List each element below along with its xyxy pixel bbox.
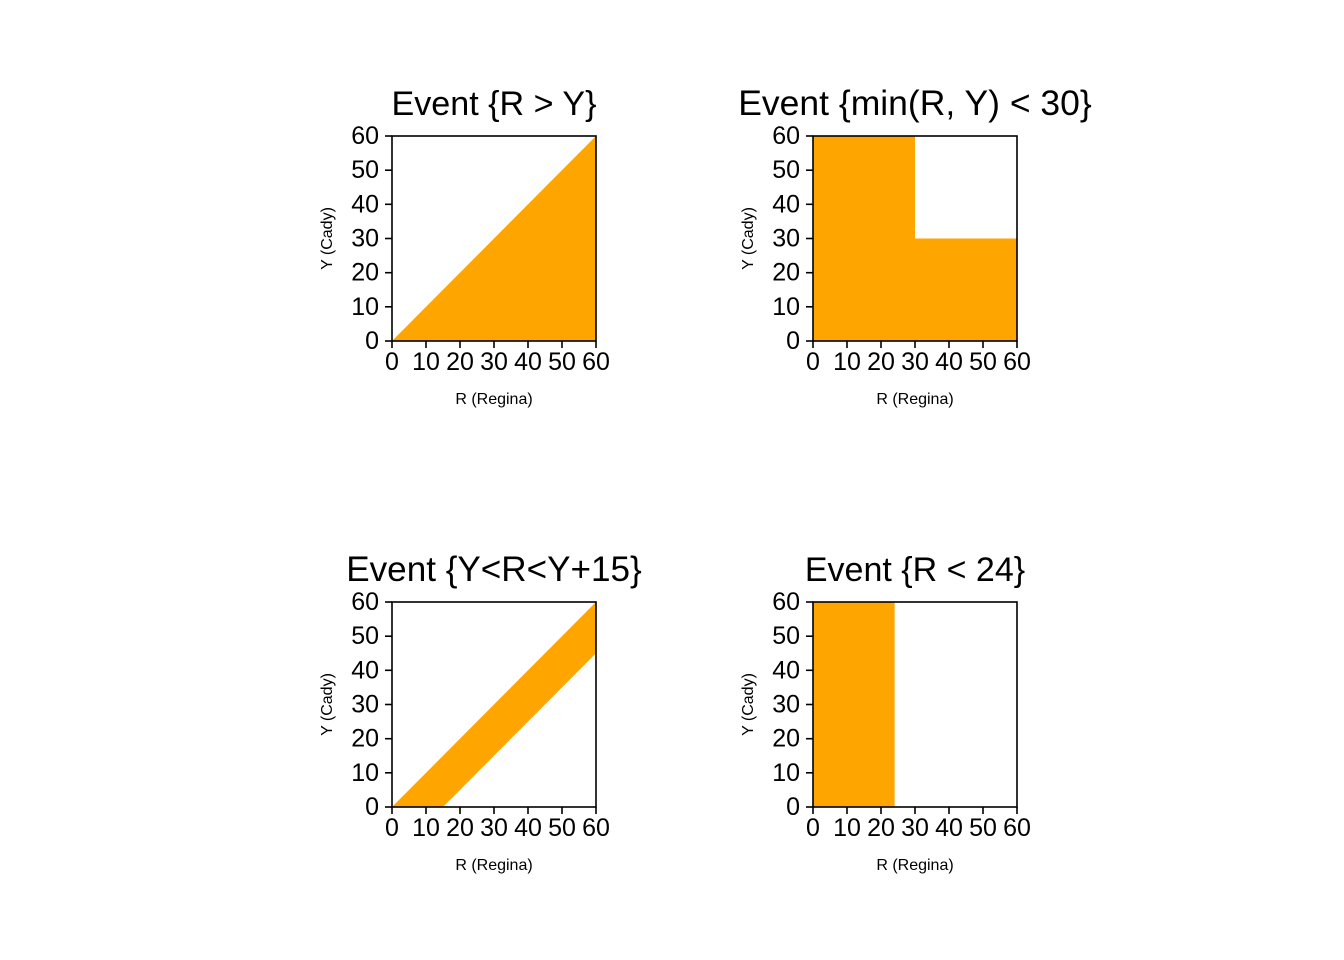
svg-text:20: 20	[351, 259, 379, 287]
svg-text:R (Regina): R (Regina)	[876, 857, 953, 874]
svg-text:30: 30	[772, 691, 800, 719]
svg-text:50: 50	[548, 814, 576, 842]
svg-text:60: 60	[582, 348, 610, 376]
svg-text:20: 20	[867, 348, 895, 376]
svg-text:R (Regina): R (Regina)	[455, 391, 532, 408]
svg-text:50: 50	[548, 348, 576, 376]
svg-text:50: 50	[351, 156, 379, 184]
svg-text:40: 40	[514, 348, 542, 376]
svg-text:Y (Cady): Y (Cady)	[740, 207, 757, 270]
svg-text:0: 0	[786, 327, 800, 355]
svg-text:0: 0	[385, 348, 399, 376]
svg-text:40: 40	[351, 656, 379, 684]
svg-text:20: 20	[772, 725, 800, 753]
svg-text:Y (Cady): Y (Cady)	[319, 673, 336, 736]
svg-text:40: 40	[351, 190, 379, 218]
svg-text:10: 10	[833, 348, 861, 376]
svg-text:Y (Cady): Y (Cady)	[319, 207, 336, 270]
svg-text:0: 0	[365, 793, 379, 821]
svg-text:60: 60	[1003, 348, 1031, 376]
svg-text:10: 10	[351, 293, 379, 321]
svg-text:30: 30	[772, 225, 800, 253]
svg-text:10: 10	[772, 759, 800, 787]
svg-text:Event {Y<R<Y+15}: Event {Y<R<Y+15}	[346, 550, 642, 589]
svg-text:50: 50	[351, 622, 379, 650]
svg-text:40: 40	[935, 348, 963, 376]
svg-text:0: 0	[365, 327, 379, 355]
svg-text:Event {R > Y}: Event {R > Y}	[392, 85, 597, 123]
svg-text:20: 20	[867, 814, 895, 842]
svg-text:60: 60	[1003, 814, 1031, 842]
svg-text:60: 60	[772, 588, 800, 616]
svg-text:10: 10	[412, 348, 440, 376]
svg-text:Y (Cady): Y (Cady)	[740, 673, 757, 736]
svg-text:20: 20	[446, 814, 474, 842]
svg-text:Event {R < 24}: Event {R < 24}	[805, 551, 1025, 589]
svg-text:40: 40	[772, 656, 800, 684]
svg-text:0: 0	[806, 348, 820, 376]
svg-text:R (Regina): R (Regina)	[455, 857, 532, 874]
svg-text:0: 0	[385, 814, 399, 842]
svg-text:40: 40	[772, 190, 800, 218]
svg-text:0: 0	[806, 814, 820, 842]
svg-text:40: 40	[935, 814, 963, 842]
svg-text:20: 20	[446, 348, 474, 376]
svg-text:10: 10	[412, 814, 440, 842]
svg-text:30: 30	[351, 691, 379, 719]
svg-text:30: 30	[901, 814, 929, 842]
svg-text:50: 50	[772, 156, 800, 184]
svg-text:30: 30	[901, 348, 929, 376]
svg-text:30: 30	[351, 225, 379, 253]
svg-text:60: 60	[351, 588, 379, 616]
svg-text:50: 50	[969, 814, 997, 842]
svg-text:Event {min(R, Y) < 30}: Event {min(R, Y) < 30}	[738, 83, 1092, 123]
svg-text:10: 10	[772, 293, 800, 321]
svg-text:60: 60	[582, 814, 610, 842]
svg-text:50: 50	[969, 348, 997, 376]
svg-text:30: 30	[480, 814, 508, 842]
svg-text:20: 20	[351, 725, 379, 753]
svg-text:40: 40	[514, 814, 542, 842]
svg-text:60: 60	[351, 122, 379, 150]
svg-text:10: 10	[351, 759, 379, 787]
svg-text:20: 20	[772, 259, 800, 287]
svg-text:R (Regina): R (Regina)	[876, 391, 953, 408]
svg-text:10: 10	[833, 814, 861, 842]
svg-text:60: 60	[772, 122, 800, 150]
svg-text:50: 50	[772, 622, 800, 650]
svg-text:30: 30	[480, 348, 508, 376]
svg-text:0: 0	[786, 793, 800, 821]
